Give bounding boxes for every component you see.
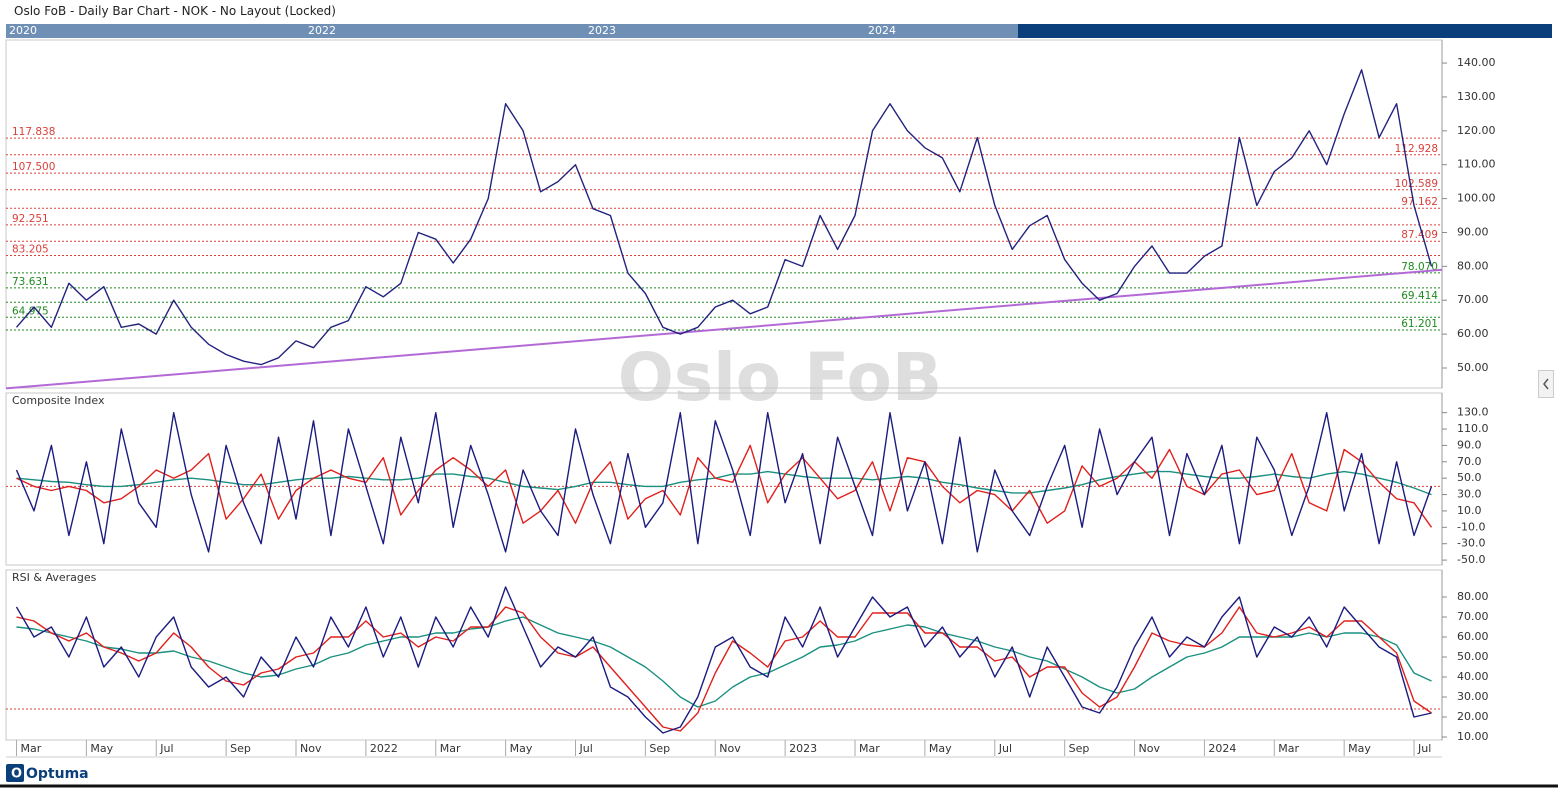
level-label: 92.251 [12,213,49,225]
x-tick-label: May [90,742,113,755]
navigator-range[interactable] [6,24,1018,38]
brand: Optuma [26,766,89,782]
level-label: 97.162 [1401,196,1438,208]
navigator-label: 2024 [868,24,896,37]
trendline [5,268,1443,390]
y-tick-label: -10.0 [1457,520,1485,533]
y-tick-label: 80.00 [1457,590,1489,603]
level-label: 102.589 [1395,178,1438,190]
panel-frame [5,569,1443,741]
x-tick-label: Nov [719,742,741,755]
series-line [16,606,1432,732]
x-tick-label: Jul [579,742,593,755]
x-tick-label: Mar [440,742,461,755]
x-tick-label: Sep [230,742,251,755]
level-label: 117.838 [12,126,55,138]
series-line [16,444,1433,528]
y-tick-label: 10.00 [1457,730,1489,743]
level-label: 69.414 [1401,290,1438,302]
y-tick-label: 60.00 [1457,327,1489,340]
x-tick-label: May [510,742,533,755]
arrow-icon [1543,378,1549,390]
logo-glyph: O [11,767,22,782]
level-label: 83.205 [12,243,49,255]
x-tick-label: 2023 [789,742,817,755]
x-tick-label: May [1348,742,1371,755]
x-tick-label: Nov [1139,742,1161,755]
logo-icon [6,764,24,782]
y-tick-label: 40.00 [1457,670,1489,683]
navigator-label: 2020 [9,24,37,37]
y-tick-label: 110.0 [1457,422,1489,435]
y-tick-label: 90.0 [1457,438,1482,451]
x-tick-label: Mar [20,742,41,755]
y-tick-label: 130.00 [1457,90,1496,103]
level-label: 61.201 [1401,318,1438,330]
y-tick-label: -30.0 [1457,537,1485,550]
panel-frame [5,392,1443,566]
level-label: 107.500 [12,161,55,173]
y-tick-label: 130.0 [1457,406,1489,419]
y-tick-label: 50.00 [1457,650,1489,663]
y-tick-label: 30.00 [1457,690,1489,703]
y-tick-label: 70.0 [1457,455,1482,468]
level-label: 87.409 [1401,229,1438,241]
x-tick-label: Mar [1278,742,1299,755]
level-label: 73.631 [12,276,49,288]
navigator-label: 2022 [308,24,336,37]
y-tick-label: -50.0 [1457,553,1485,566]
series-line [15,586,1432,734]
x-tick-label: Jul [159,742,173,755]
window-title: Oslo FoB - Daily Bar Chart - NOK - No La… [14,4,336,18]
y-tick-label: 80.00 [1457,259,1489,272]
x-tick-label: Jul [998,742,1012,755]
navigator[interactable]: 2020 2022 2023 2024 [6,24,1552,38]
series-line [16,470,1432,496]
y-tick-label: 70.00 [1457,610,1489,623]
x-tick-label: 2022 [370,742,398,755]
y-tick-label: 90.00 [1457,225,1489,238]
y-tick-label: 120.00 [1457,124,1496,137]
y-tick-label: 50.0 [1457,471,1482,484]
x-tick-label: Sep [649,742,670,755]
level-label: 112.928 [1395,143,1438,155]
y-tick-label: 70.00 [1457,293,1489,306]
series-line [16,616,1432,708]
x-tick-label: Mar [859,742,880,755]
series-line [15,412,1433,553]
panel-title: RSI & Averages [12,571,97,584]
x-tick-label: 2024 [1208,742,1236,755]
x-tick-label: May [929,742,952,755]
y-tick-label: 10.0 [1457,504,1482,517]
x-tick-label: Jul [1417,742,1431,755]
y-tick-label: 110.00 [1457,158,1496,171]
panel-title: Composite Index [12,394,105,407]
x-tick-label: Sep [1069,742,1090,755]
series-line [15,69,1433,366]
y-tick-label: 140.00 [1457,56,1496,69]
y-tick-label: 30.0 [1457,488,1482,501]
y-tick-label: 20.00 [1457,710,1489,723]
watermark: Oslo FoB [618,339,942,416]
y-tick-label: 60.00 [1457,630,1489,643]
navigator-label: 2023 [588,24,616,37]
collapse-button[interactable] [1538,370,1554,398]
x-tick-label: Nov [300,742,322,755]
y-tick-label: 100.00 [1457,192,1496,205]
y-tick-label: 50.00 [1457,361,1489,374]
